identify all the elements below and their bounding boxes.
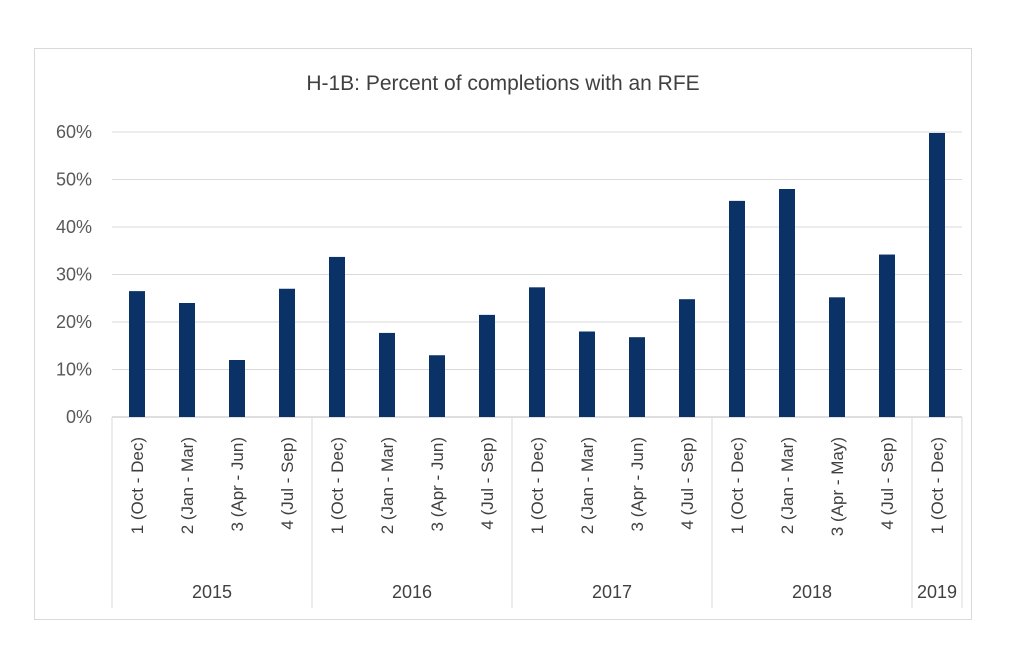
x-category-label: 2 (Jan - Mar)	[778, 437, 797, 534]
bar	[279, 288, 295, 417]
y-tick-label: 10%	[56, 360, 92, 380]
x-category-label: 2 (Jan - Mar)	[178, 437, 197, 534]
x-category-label: 2 (Jan - Mar)	[578, 437, 597, 534]
x-group-label: 2019	[917, 582, 957, 602]
bar	[379, 332, 395, 417]
x-category-label: 1 (Oct - Dec)	[328, 437, 347, 534]
y-tick-label: 50%	[56, 170, 92, 190]
x-category-label: 4 (Jul - Sep)	[478, 437, 497, 530]
x-category-label: 3 (Apr - Jun)	[228, 437, 247, 531]
y-tick-label: 60%	[56, 122, 92, 142]
x-category-label: 1 (Oct - Dec)	[528, 437, 547, 534]
bar	[679, 299, 695, 417]
x-category-label: 1 (Oct - Dec)	[928, 437, 947, 534]
x-category-label: 1 (Oct - Dec)	[728, 437, 747, 534]
bar	[329, 256, 345, 417]
bar	[929, 132, 945, 417]
x-category-label: 4 (Jul - Sep)	[278, 437, 297, 530]
x-category-label: 3 (Apr - Jun)	[628, 437, 647, 531]
x-category-label: 3 (Apr - May)	[828, 437, 847, 536]
chart-title: H-1B: Percent of completions with an RFE	[306, 72, 700, 95]
x-group-label: 2018	[792, 582, 832, 602]
bar	[229, 360, 245, 417]
bar	[579, 331, 595, 417]
y-tick-label: 40%	[56, 217, 92, 237]
bar	[629, 337, 645, 417]
bar	[779, 189, 795, 417]
y-tick-label: 20%	[56, 312, 92, 332]
bar	[479, 314, 495, 417]
x-category-label: 4 (Jul - Sep)	[678, 437, 697, 530]
y-tick-label: 30%	[56, 265, 92, 285]
bar	[129, 291, 145, 417]
bar	[179, 303, 195, 417]
bar	[529, 287, 545, 417]
x-group-label: 2015	[192, 582, 232, 602]
x-group-label: 2016	[392, 582, 432, 602]
x-category-label: 2 (Jan - Mar)	[378, 437, 397, 534]
bar	[729, 200, 745, 417]
x-group-label: 2017	[592, 582, 632, 602]
x-category-label: 4 (Jul - Sep)	[878, 437, 897, 530]
y-tick-label: 0%	[66, 407, 92, 427]
x-category-label: 3 (Apr - Jun)	[428, 437, 447, 531]
bar	[879, 254, 895, 417]
bar	[829, 297, 845, 417]
bar	[429, 355, 445, 417]
x-category-label: 1 (Oct - Dec)	[128, 437, 147, 534]
